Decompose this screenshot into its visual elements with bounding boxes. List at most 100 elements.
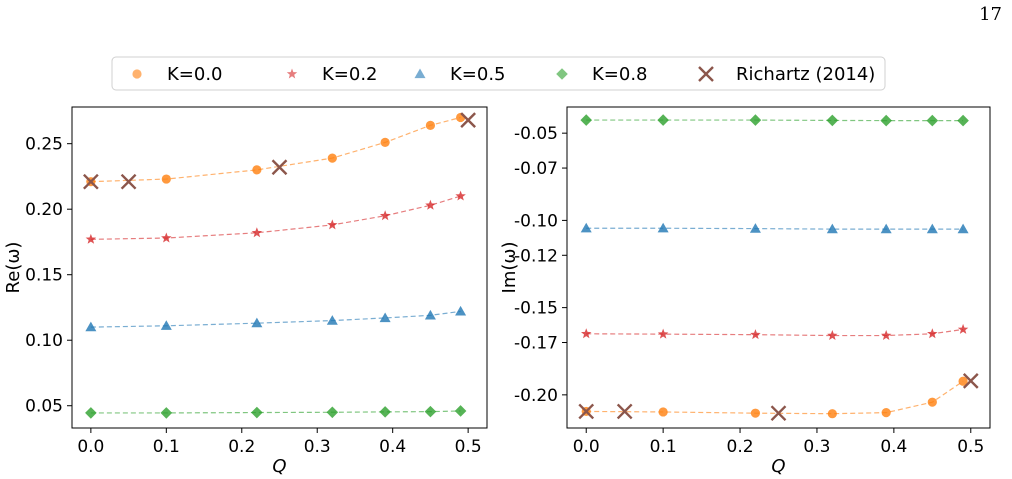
im-xtick-label-3: 0.3 [803, 437, 830, 457]
re-point-k-0-0-5 [425, 120, 436, 130]
im-series-line-k-0-8 [586, 119, 964, 122]
re-plot-area [71, 106, 488, 429]
im-point-k-0-8-3 [826, 114, 839, 127]
im-point-k-0-0-6 [958, 376, 968, 386]
im-xtick-label-1: 0.1 [650, 437, 677, 457]
re-xtick-label-2: 0.2 [228, 437, 255, 457]
re-point-k-0-2-5 [425, 199, 436, 210]
re-series-line-k-0-8 [90, 410, 461, 414]
re-point-k-0-0-4 [380, 137, 390, 147]
re-point-k-0-0-2 [252, 165, 262, 175]
re-point-k-0-2-2 [251, 227, 263, 238]
re-point-k-0-8-1 [160, 407, 173, 419]
im-point-k-0-5-0 [580, 222, 592, 233]
im-point-k-0-0-5 [927, 397, 937, 407]
re-point-richartz-2014-0 [83, 173, 99, 190]
legend-label-5: Richartz (2014) [736, 64, 875, 85]
im-ytick-label-3: -0.12 [514, 246, 558, 266]
re-x-axis-label: Q [272, 456, 286, 477]
im-xtick-label-2: 0.2 [727, 437, 754, 457]
legend-marker-5 [698, 66, 714, 82]
re-point-k-0-2-6 [455, 190, 466, 201]
im-point-k-0-0-2 [750, 408, 761, 418]
re-point-richartz-2014-2 [271, 159, 288, 176]
re-point-k-0-2-0 [85, 233, 97, 244]
im-point-k-0-8-4 [880, 114, 892, 127]
im-point-k-0-8-1 [657, 114, 669, 126]
legend-label-2: K=0.2 [322, 64, 378, 85]
im-point-k-0-2-5 [927, 328, 938, 339]
re-xtick-label-4: 0.4 [379, 437, 406, 457]
page-number: 17 [979, 4, 1002, 25]
re-point-k-0-5-3 [326, 315, 338, 325]
im-point-k-0-5-6 [957, 223, 969, 234]
re-point-k-0-5-6 [455, 305, 467, 316]
re-point-k-0-8-0 [85, 407, 97, 419]
re-xtick-label-1: 0.1 [153, 437, 180, 457]
re-point-k-0-2-4 [379, 210, 391, 221]
im-point-k-0-0-3 [827, 409, 837, 419]
im-point-k-0-5-5 [926, 223, 938, 234]
im-point-k-0-0-1 [658, 407, 668, 417]
im-point-richartz-2014-0 [578, 403, 595, 420]
im-point-richartz-2014-1 [616, 403, 633, 420]
im-point-richartz-2014-2 [770, 405, 787, 422]
im-point-k-0-2-4 [880, 330, 892, 340]
re-xtick-label-0: 0.0 [77, 437, 104, 457]
im-point-k-0-5-3 [826, 223, 838, 234]
re-ytick-label-4: 0.25 [25, 135, 63, 155]
im-y-axis-label: Im(ω) [499, 242, 520, 294]
im-point-richartz-2014-3 [962, 373, 979, 389]
re-point-k-0-0-1 [161, 174, 171, 184]
legend-label-1: K=0.0 [167, 64, 223, 85]
re-y-axis-label: Re(ω) [3, 242, 24, 294]
re-point-k-0-5-2 [251, 317, 263, 328]
im-point-k-0-5-4 [880, 223, 892, 234]
im-point-k-0-0-4 [881, 408, 891, 418]
im-x-axis-label: Q [771, 456, 785, 477]
im-ytick-label-2: -0.10 [514, 211, 558, 231]
re-point-richartz-2014-1 [120, 173, 137, 190]
re-point-k-0-8-3 [326, 406, 339, 419]
im-point-k-0-8-2 [749, 114, 762, 126]
im-point-k-0-2-6 [957, 323, 969, 334]
legend-marker-4 [556, 68, 568, 80]
legend-box [111, 56, 886, 91]
re-point-k-0-8-2 [251, 406, 263, 419]
re-point-k-0-5-1 [160, 320, 172, 330]
re-series-line-k-0-5 [90, 310, 461, 328]
im-ytick-label-1: -0.07 [514, 159, 558, 179]
re-point-k-0-5-0 [85, 321, 97, 332]
legend-label-4: K=0.8 [592, 64, 648, 85]
im-point-k-0-2-0 [581, 328, 592, 339]
im-point-k-0-2-2 [750, 329, 761, 340]
re-point-k-0-8-4 [379, 406, 391, 418]
im-series-line-k-0-5 [586, 227, 964, 230]
re-point-k-0-5-5 [424, 309, 436, 320]
im-xtick-label-5: 0.5 [957, 437, 984, 457]
im-ytick-label-0: -0.05 [514, 124, 558, 144]
re-ytick-label-2: 0.15 [25, 266, 63, 286]
im-xtick-label-4: 0.4 [880, 437, 907, 457]
im-point-k-0-5-1 [657, 222, 669, 233]
im-point-k-0-8-6 [957, 114, 969, 127]
re-point-k-0-0-3 [327, 153, 337, 163]
re-xtick-label-3: 0.3 [304, 437, 331, 457]
re-point-k-0-2-1 [161, 232, 172, 243]
re-ytick-label-1: 0.10 [25, 331, 63, 351]
im-plot-area [566, 106, 991, 429]
re-series-line-k-0-2 [90, 195, 461, 240]
im-ytick-label-4: -0.15 [514, 299, 558, 319]
re-xtick-label-5: 0.5 [455, 437, 482, 457]
im-ytick-label-6: -0.20 [514, 386, 558, 406]
re-point-k-0-2-3 [327, 219, 338, 230]
re-point-k-0-5-4 [379, 312, 391, 323]
im-point-k-0-2-1 [657, 328, 669, 339]
legend-marker-2 [286, 68, 298, 79]
im-ytick-label-5: -0.17 [514, 334, 558, 354]
im-point-k-0-2-3 [827, 330, 838, 340]
re-point-k-0-8-5 [424, 405, 437, 418]
legend-marker-3 [414, 68, 426, 79]
re-ytick-label-3: 0.20 [25, 200, 63, 220]
